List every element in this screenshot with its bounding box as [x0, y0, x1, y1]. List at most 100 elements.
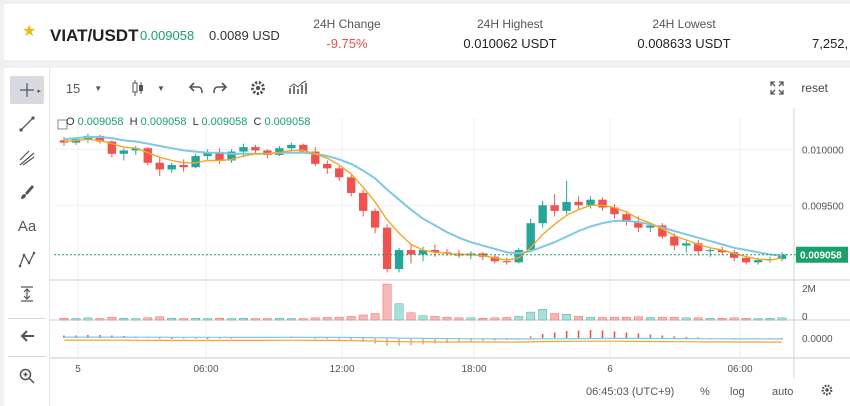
candle-body: [394, 250, 404, 270]
candle-body: [610, 207, 619, 215]
gear-icon: [821, 384, 833, 396]
interval-select[interactable]: 15 ▼: [66, 78, 102, 98]
volume-bar: [322, 317, 332, 321]
candle-body: [227, 151, 236, 161]
measure-icon: [21, 286, 33, 302]
favorite-star-icon[interactable]: ★: [22, 23, 37, 40]
candle-body: [251, 147, 260, 151]
auto-toggle[interactable]: auto: [772, 386, 794, 398]
volume-bar: [741, 317, 751, 321]
macd-bar: [697, 337, 700, 339]
volume-bar: [286, 318, 296, 321]
volume-bar: [406, 312, 416, 321]
volume-bar: [358, 314, 368, 321]
pattern-tool[interactable]: [10, 246, 44, 274]
fullscreen-button[interactable]: [766, 78, 788, 98]
crosshair-tool[interactable]: ▸: [10, 76, 44, 104]
candle-body: [191, 156, 200, 168]
percent-toggle[interactable]: %: [700, 386, 710, 398]
trendline-icon: [19, 116, 35, 132]
time-tick-label: 6: [607, 364, 613, 375]
macd-bar: [326, 338, 329, 339]
back-tool[interactable]: [10, 322, 44, 350]
candle-body: [586, 199, 595, 206]
macd-line: [63, 339, 783, 343]
ohlc-legend: O 0.009058 H 0.009058 L 0.009058 C 0.009…: [66, 116, 310, 128]
macd-bar: [182, 338, 185, 339]
close-label: C: [253, 116, 262, 128]
volume-bar: [131, 318, 141, 321]
volume-bar: [95, 318, 105, 321]
low-value: 0.009058: [201, 116, 248, 128]
text-tool[interactable]: Aa: [10, 212, 44, 240]
high-label: 24H Highest: [476, 17, 544, 31]
candle-body: [95, 135, 105, 142]
macd-bar: [434, 338, 436, 344]
macd-bar: [170, 338, 173, 339]
volume-bar: [753, 318, 763, 321]
settings-button[interactable]: [246, 78, 270, 98]
volume-bar: [550, 313, 560, 321]
text-icon: Aa: [17, 217, 37, 235]
volume-bar: [574, 316, 583, 321]
volume-bar: [71, 318, 81, 321]
time-tick-label: 18:00: [461, 364, 486, 375]
candle-body: [490, 256, 499, 262]
last-price-label: 0.009058: [800, 251, 842, 262]
zoom-in-icon: [19, 368, 35, 384]
candle-body: [179, 164, 188, 168]
drawing-toolbar: ▸ Aa: [4, 68, 50, 406]
volume-bar: [634, 316, 643, 321]
chart-widget: ▸ Aa 15 ▼: [4, 68, 850, 406]
pair-name: VIAT/USDT: [50, 26, 139, 45]
candle-body: [753, 260, 763, 263]
brush-icon: [21, 185, 34, 199]
time-tick-label: 5: [75, 364, 81, 375]
candle-body: [658, 225, 667, 237]
volume-bar: [622, 316, 631, 321]
high-value: 0.009058: [140, 116, 187, 128]
indicators-button[interactable]: [286, 78, 310, 98]
candle-body: [550, 205, 559, 211]
trendline-tool[interactable]: [10, 110, 44, 138]
volume-bar: [466, 317, 476, 321]
volume-bar: [645, 317, 655, 321]
volume-bar: [442, 316, 452, 321]
chart-toolbar: 15 ▼ ▼ reset: [50, 68, 850, 108]
price-tick-label: 0.009500: [802, 201, 844, 212]
volume-bar: [418, 315, 428, 321]
candle-body: [347, 177, 356, 193]
log-toggle[interactable]: log: [730, 386, 745, 398]
candle-body: [574, 201, 583, 206]
redo-button[interactable]: [210, 78, 230, 98]
volume-bar: [526, 311, 536, 321]
candle-body: [215, 152, 224, 161]
settings-button[interactable]: [820, 383, 834, 400]
zoom-tool[interactable]: [10, 362, 44, 390]
macd-bar: [625, 332, 628, 338]
reset-button[interactable]: reset: [801, 81, 828, 95]
candle-body: [311, 151, 320, 164]
measure-tool[interactable]: [10, 280, 44, 308]
interval-value: 15: [65, 80, 81, 96]
candle-body: [526, 223, 535, 251]
chart-type-select[interactable]: ▼: [130, 78, 166, 98]
time-tick-label: 12:00: [329, 364, 354, 375]
volume-bar: [227, 318, 236, 321]
high-label: H: [129, 116, 138, 128]
volume-bar: [562, 314, 571, 321]
price-chart[interactable]: 0.009058 0.010000 0.009500 2M 0 0.0000 5 06:00 1…: [50, 108, 850, 378]
candle-body: [430, 250, 440, 253]
volume-bar: [454, 317, 464, 321]
macd-bar: [158, 337, 161, 339]
volume-bar: [215, 317, 224, 321]
undo-button[interactable]: [186, 78, 206, 98]
candle-body: [777, 254, 787, 259]
volume-bar: [310, 317, 320, 321]
candle-body: [717, 250, 727, 253]
candle-body: [275, 148, 284, 155]
macd-bar: [601, 330, 604, 338]
brush-tool[interactable]: [10, 178, 44, 206]
fib-tool[interactable]: [10, 144, 44, 172]
macd-bar: [781, 338, 783, 339]
